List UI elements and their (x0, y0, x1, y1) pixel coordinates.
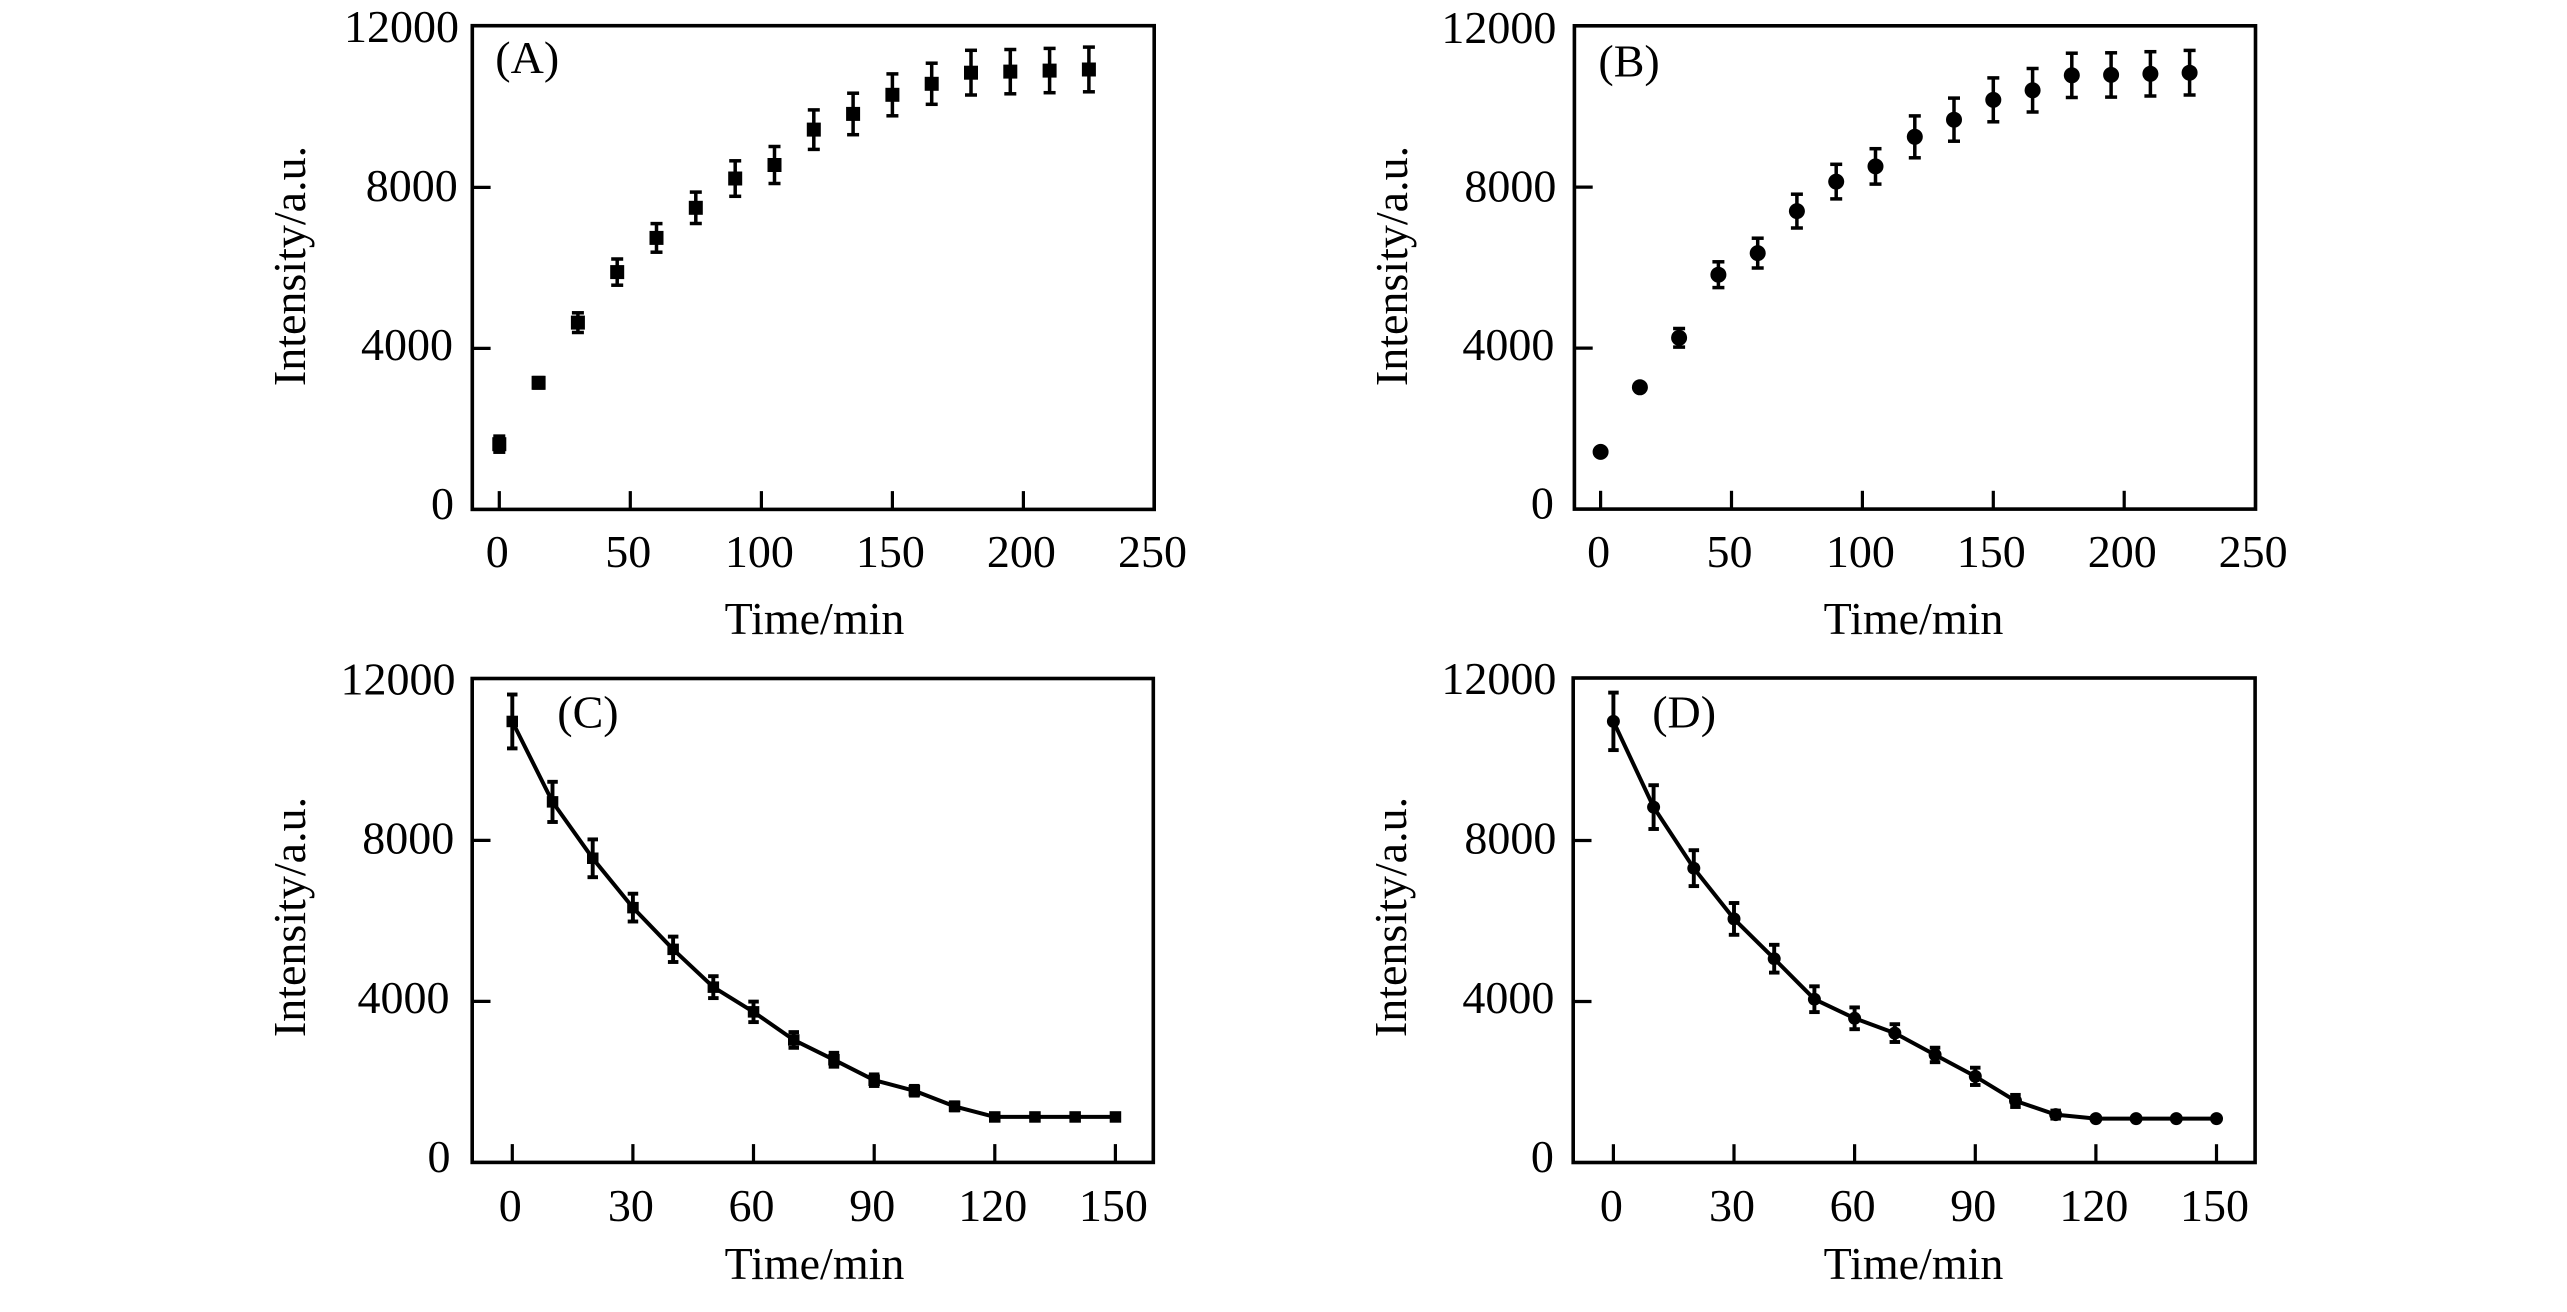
svg-text:8000: 8000 (366, 160, 458, 211)
svg-text:100: 100 (1826, 526, 1895, 577)
svg-text:12000: 12000 (1441, 2, 1556, 53)
svg-text:120: 120 (2059, 1180, 2128, 1231)
svg-text:50: 50 (1707, 526, 1753, 577)
svg-text:60: 60 (1830, 1180, 1876, 1231)
svg-text:0: 0 (428, 1131, 451, 1182)
svg-text:150: 150 (856, 526, 925, 577)
svg-text:250: 250 (2219, 526, 2288, 577)
svg-text:200: 200 (987, 526, 1056, 577)
svg-text:4000: 4000 (361, 319, 453, 370)
svg-text:150: 150 (1957, 526, 2026, 577)
svg-text:Intensity/a.u.: Intensity/a.u. (1366, 146, 1417, 386)
svg-text:0: 0 (431, 478, 454, 529)
svg-text:8000: 8000 (1464, 161, 1556, 212)
svg-text:0: 0 (499, 1180, 522, 1231)
svg-text:12000: 12000 (1441, 653, 1556, 704)
svg-text:150: 150 (1079, 1180, 1148, 1231)
svg-text:0: 0 (1531, 1131, 1554, 1182)
svg-text:30: 30 (608, 1180, 654, 1231)
svg-text:(C): (C) (557, 687, 618, 738)
svg-text:Time/min: Time/min (1824, 1238, 2004, 1289)
svg-text:30: 30 (1709, 1180, 1755, 1231)
svg-text:120: 120 (958, 1180, 1027, 1231)
svg-text:100: 100 (725, 526, 794, 577)
svg-text:0: 0 (1600, 1180, 1623, 1231)
svg-text:250: 250 (1118, 526, 1187, 577)
svg-text:Time/min: Time/min (725, 593, 905, 644)
svg-text:Intensity/a.u.: Intensity/a.u. (264, 797, 315, 1037)
svg-text:0: 0 (486, 526, 509, 577)
svg-text:0: 0 (1587, 526, 1610, 577)
svg-text:90: 90 (849, 1180, 895, 1231)
svg-text:8000: 8000 (362, 813, 454, 864)
svg-text:(D): (D) (1652, 687, 1716, 738)
svg-text:Intensity/a.u.: Intensity/a.u. (1365, 797, 1416, 1037)
svg-text:150: 150 (2180, 1180, 2249, 1231)
svg-text:(B): (B) (1598, 36, 1659, 87)
svg-text:4000: 4000 (1462, 972, 1554, 1023)
svg-text:0: 0 (1531, 478, 1554, 529)
svg-text:12000: 12000 (344, 1, 459, 52)
svg-text:90: 90 (1950, 1180, 1996, 1231)
svg-text:4000: 4000 (358, 972, 450, 1023)
svg-text:12000: 12000 (341, 654, 456, 705)
svg-text:8000: 8000 (1464, 812, 1556, 863)
svg-text:4000: 4000 (1462, 319, 1554, 370)
svg-text:(A): (A) (495, 32, 559, 83)
svg-text:200: 200 (2088, 526, 2157, 577)
svg-text:Time/min: Time/min (725, 1238, 905, 1289)
svg-text:60: 60 (729, 1180, 775, 1231)
svg-text:50: 50 (605, 526, 651, 577)
svg-text:Time/min: Time/min (1824, 593, 2004, 644)
svg-text:Intensity/a.u.: Intensity/a.u. (264, 146, 315, 386)
